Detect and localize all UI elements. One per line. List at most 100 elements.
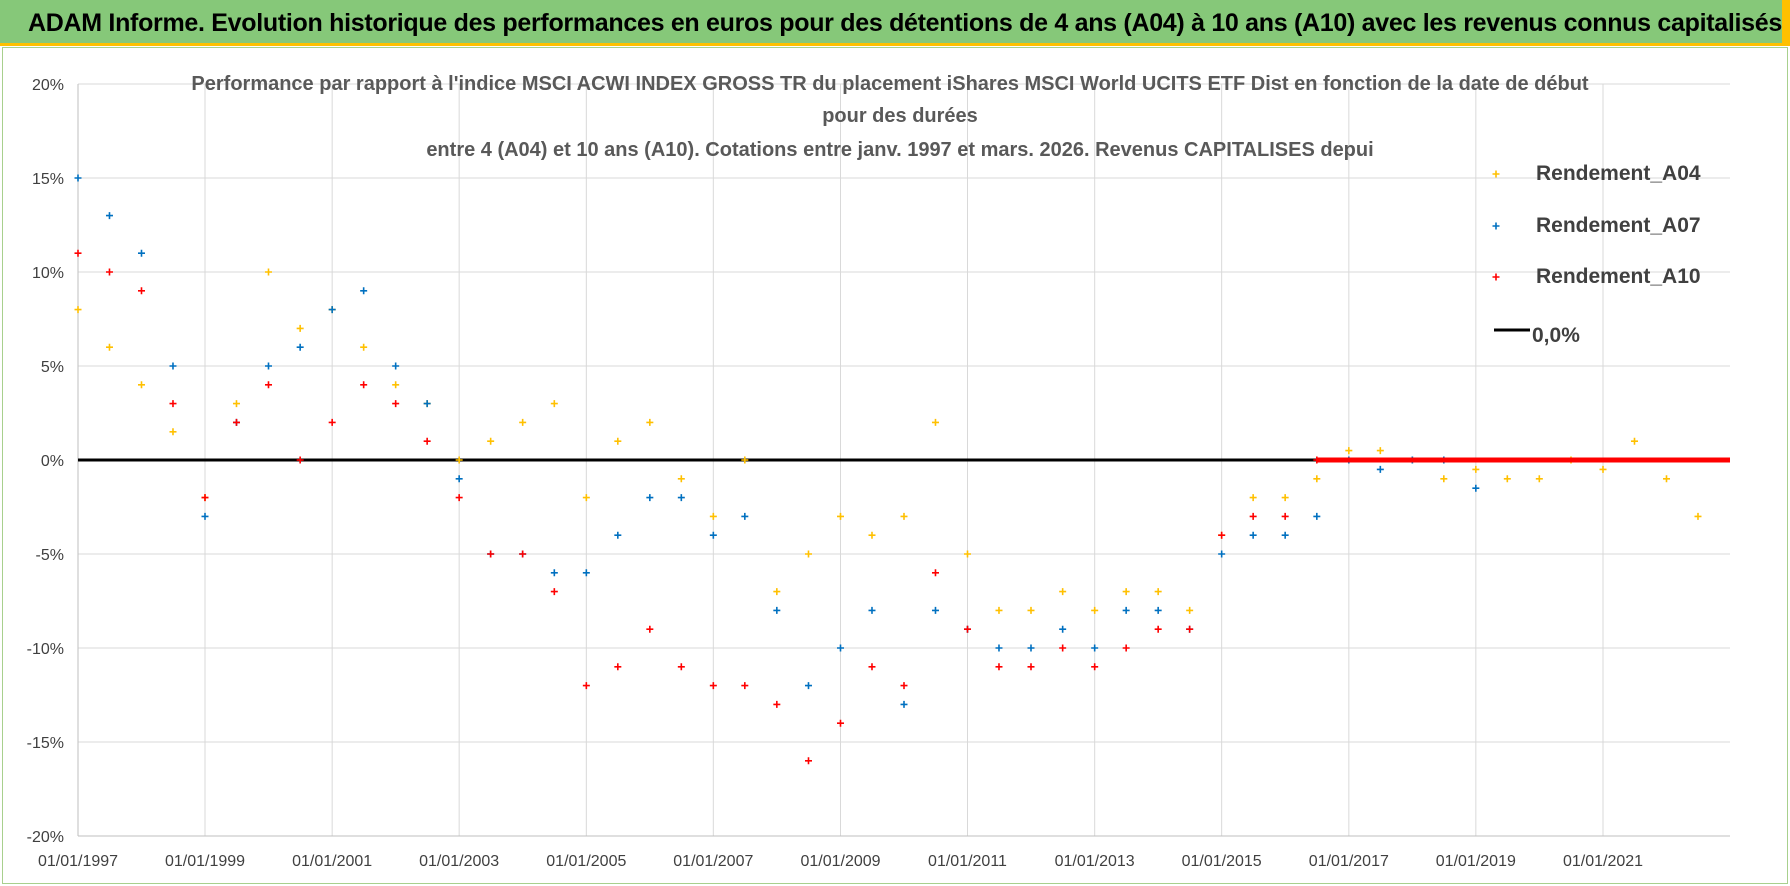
rendement-a04-point: [519, 418, 527, 426]
x-tick-label: 01/01/2003: [419, 853, 499, 870]
rendement-a04-point: [1154, 588, 1162, 596]
rendement-a10-point: [455, 494, 463, 502]
rendement-a04-point: [296, 324, 304, 332]
rendement-a10-point: [900, 682, 908, 690]
rendement-a10-point: [201, 494, 209, 502]
banner-title: ADAM Informe. Evolution historique des p…: [28, 9, 1782, 37]
rendement-a10-point: [646, 625, 654, 633]
chart-title-line: entre 4 (A04) et 10 ans (A10). Cotations…: [426, 139, 1373, 161]
rendement-a07-point: [455, 475, 463, 483]
rendement-a07-point: [900, 700, 908, 708]
rendement-a04-point: [1027, 606, 1035, 614]
y-tick-label: -20%: [27, 829, 64, 846]
rendement-a10-point: [804, 757, 812, 765]
banner: ADAM Informe. Evolution historique des p…: [0, 0, 1790, 46]
rendement-a10-point: [169, 400, 177, 408]
rendement-a04-point: [360, 343, 368, 351]
rendement-a04-point: [1503, 475, 1511, 483]
rendement-a07-point: [1027, 644, 1035, 652]
banner-accent-right: [1782, 0, 1790, 46]
rendement-a10-point: [328, 418, 336, 426]
rendement-a07-point: [1154, 606, 1162, 614]
rendement-a04-point: [232, 400, 240, 408]
y-tick-label: 5%: [41, 359, 64, 376]
y-tick-label: 20%: [32, 77, 64, 94]
chart-frame: [2, 47, 1788, 884]
rendement-a07-point: [296, 343, 304, 351]
rendement-a07-point: [74, 174, 82, 182]
rendement-a07-point: [741, 512, 749, 520]
rendement-a04-point: [741, 456, 749, 464]
x-tick-label: 01/01/2017: [1309, 853, 1389, 870]
x-tick-label: 01/01/2011: [928, 853, 1007, 870]
rendement-a04-point: [773, 588, 781, 596]
rendement-a04-point: [1091, 606, 1099, 614]
rendement-a07-point: [1059, 625, 1067, 633]
rendement-a07-point: [773, 606, 781, 614]
rendement-a10-point: [232, 418, 240, 426]
rendement-a07-point: [550, 569, 558, 577]
rendement-a10-point: [137, 287, 145, 295]
rendement-a04-point: [900, 512, 908, 520]
chart-title-line: Performance par rapport à l'indice MSCI …: [191, 73, 1589, 95]
rendement-a10-point: [582, 682, 590, 690]
y-tick-label: -15%: [27, 735, 64, 752]
rendement-a10-point: [1218, 531, 1226, 539]
x-tick-label: 01/01/2019: [1436, 853, 1516, 870]
rendement-a10-point: [360, 381, 368, 389]
rendement-a07-point: [1313, 512, 1321, 520]
rendement-a07-point: [1249, 531, 1257, 539]
chart-title-line: pour des durées: [822, 105, 978, 127]
rendement-a04-point: [1694, 512, 1702, 520]
legend-label: Rendement_A10: [1536, 265, 1701, 288]
rendement-a07-point: [169, 362, 177, 370]
rendement-a10-point: [105, 268, 113, 276]
rendement-a04-point: [868, 531, 876, 539]
rendement-a04-point: [1376, 447, 1384, 455]
x-tick-label: 01/01/2021: [1563, 853, 1643, 870]
rendement-a10-point: [392, 400, 400, 408]
rendement-a07-point: [1122, 606, 1130, 614]
rendement-a07-point: [709, 531, 717, 539]
rendement-a07-point: [360, 287, 368, 295]
rendement-a04-point: [1663, 475, 1670, 483]
rendement-a10-point: [1027, 663, 1035, 671]
rendement-a07-point: [931, 606, 939, 614]
rendement-a07-point: [995, 644, 1003, 652]
rendement-a04-point: [1313, 475, 1321, 483]
rendement-a04-point: [1281, 494, 1289, 502]
rendement-a04-point: [1440, 475, 1448, 483]
rendement-a07-point: [328, 306, 336, 314]
x-tick-label: 01/01/2015: [1182, 853, 1262, 870]
rendement-a04-point: [455, 456, 463, 464]
legend-marker-rendement-a04: [1492, 170, 1500, 178]
rendement-a04-point: [614, 437, 622, 445]
rendement-a10-point: [741, 682, 749, 690]
rendement-a10-point: [74, 249, 82, 257]
x-tick-label: 01/01/1997: [38, 853, 118, 870]
rendement-a10-point: [296, 456, 304, 464]
rendement-a10-point: [837, 719, 845, 727]
y-tick-label: 10%: [32, 265, 64, 282]
rendement-a04-point: [582, 494, 590, 502]
rendement-a07-point: [646, 494, 654, 502]
rendement-a10-point: [519, 550, 527, 558]
y-tick-label: -5%: [36, 547, 64, 564]
rendement-a04-point: [550, 400, 558, 408]
rendement-a10-point: [995, 663, 1003, 671]
rendement-a04-point: [1122, 588, 1130, 596]
rendement-a04-point: [137, 381, 145, 389]
rendement-a07-point: [264, 362, 272, 370]
legend-label: 0,0%: [1532, 324, 1580, 347]
rendement-a04-point: [995, 606, 1003, 614]
rendement-a04-point: [105, 343, 113, 351]
rendement-a10-point: [550, 588, 558, 596]
rendement-a10-point: [868, 663, 876, 671]
rendement-a10-point: [773, 700, 781, 708]
rendement-a04-point: [74, 306, 82, 314]
rendement-a04-point: [1249, 494, 1257, 502]
x-tick-label: 01/01/1999: [165, 853, 245, 870]
rendement-a07-point: [105, 212, 113, 220]
x-tick-label: 01/01/2007: [673, 853, 753, 870]
rendement-a07-point: [201, 512, 209, 520]
